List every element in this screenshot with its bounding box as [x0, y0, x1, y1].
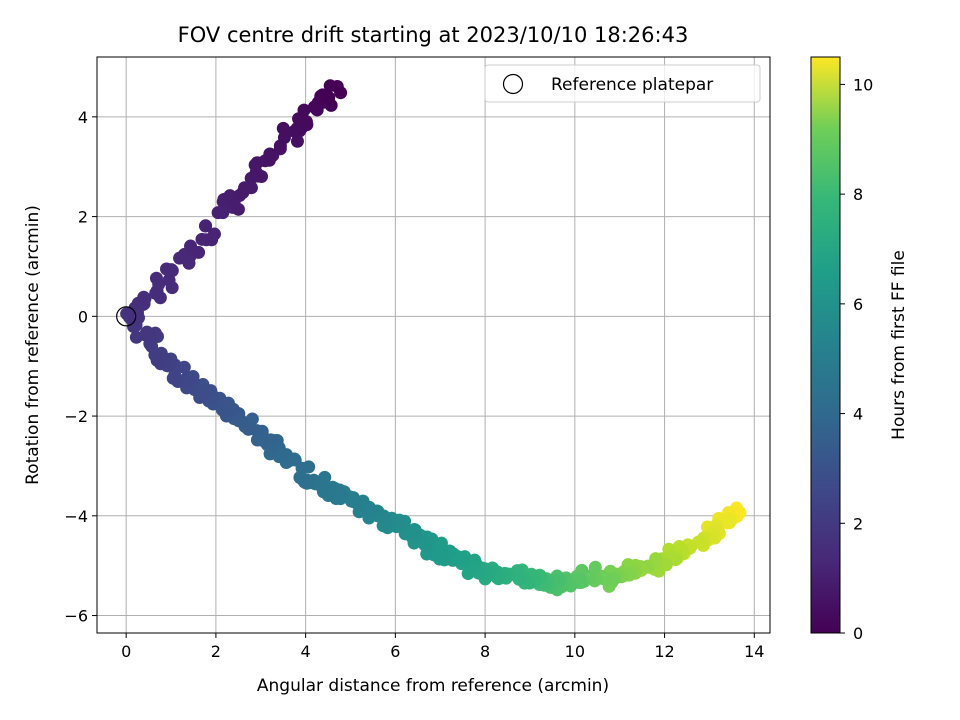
data-point	[293, 470, 307, 484]
y-tick-label: 4	[78, 108, 88, 127]
y-tick-label: −6	[64, 607, 88, 626]
x-tick-label: 12	[654, 642, 674, 661]
data-point	[211, 206, 225, 220]
data-point	[723, 514, 737, 528]
data-point	[148, 348, 162, 362]
colorbar-ticks: 0 2 4 6 8 10	[840, 75, 873, 643]
data-point	[461, 567, 475, 581]
data-point	[299, 115, 313, 129]
legend: Reference platepar	[484, 64, 761, 103]
data-point	[168, 368, 182, 382]
colorbar-gradient	[810, 56, 841, 634]
data-point	[142, 328, 156, 342]
legend-box	[484, 64, 761, 103]
data-point	[334, 86, 348, 100]
chart-title: FOV centre drift starting at 2023/10/10 …	[178, 23, 689, 47]
data-point	[149, 271, 163, 285]
data-point	[302, 460, 316, 474]
data-point	[218, 404, 232, 418]
x-tick-label: 4	[301, 642, 311, 661]
data-point	[198, 219, 212, 233]
colorbar-tick-label: 0	[853, 624, 863, 643]
data-point	[322, 90, 336, 104]
x-tick-label: 14	[744, 642, 764, 661]
data-point	[641, 559, 655, 573]
colorbar-tick-label: 8	[853, 185, 863, 204]
colorbar-tick-label: 4	[853, 405, 863, 424]
x-tick-label: 2	[211, 642, 221, 661]
x-axis-label: Angular distance from reference (arcmin)	[257, 676, 609, 696]
colorbar-tick-label: 2	[853, 514, 863, 533]
data-point	[129, 330, 143, 344]
data-point	[263, 147, 277, 161]
data-point	[238, 181, 252, 195]
colorbar: 0 2 4 6 8 10 Hours from first FF file	[810, 56, 909, 643]
reference-platepar-marker	[116, 306, 137, 327]
colorbar-label: Hours from first FF file	[889, 250, 909, 440]
data-point	[223, 189, 237, 203]
x-tick-label: 6	[390, 642, 400, 661]
legend-marker-reference	[502, 73, 524, 95]
data-point	[231, 202, 245, 216]
data-point	[297, 103, 311, 117]
legend-label-reference: Reference platepar	[551, 75, 713, 95]
x-axis-ticks: 0 2 4 6 8 10 12 14	[121, 633, 764, 661]
data-point	[250, 169, 264, 183]
colorbar-tick-label: 10	[853, 75, 873, 94]
data-point	[588, 560, 602, 574]
x-tick-label: 0	[121, 642, 131, 661]
y-tick-label: −2	[64, 407, 88, 426]
data-point	[276, 121, 290, 135]
data-point	[182, 373, 196, 387]
grid	[97, 57, 770, 633]
data-point	[164, 263, 178, 277]
data-point	[192, 245, 206, 259]
y-tick-label: 0	[78, 307, 88, 326]
y-tick-label: −4	[64, 507, 88, 526]
data-point	[468, 553, 482, 567]
data-point	[323, 79, 337, 93]
plot-frame	[96, 56, 771, 634]
y-tick-label: 2	[78, 208, 88, 227]
data-point	[195, 232, 209, 246]
data-point	[177, 360, 191, 374]
y-axis-label: Rotation from reference (arcmin)	[23, 205, 43, 485]
x-tick-label: 10	[565, 642, 585, 661]
data-point	[552, 573, 566, 587]
data-point	[607, 572, 621, 586]
x-tick-label: 8	[480, 642, 490, 661]
data-point	[290, 134, 304, 148]
y-axis-ticks: −6 −4 −2 0 2 4	[64, 108, 97, 626]
colorbar-tick-label: 6	[853, 295, 863, 314]
data-point	[207, 227, 221, 241]
data-point	[138, 292, 152, 306]
data-point	[153, 291, 167, 305]
data-points	[116, 79, 747, 597]
